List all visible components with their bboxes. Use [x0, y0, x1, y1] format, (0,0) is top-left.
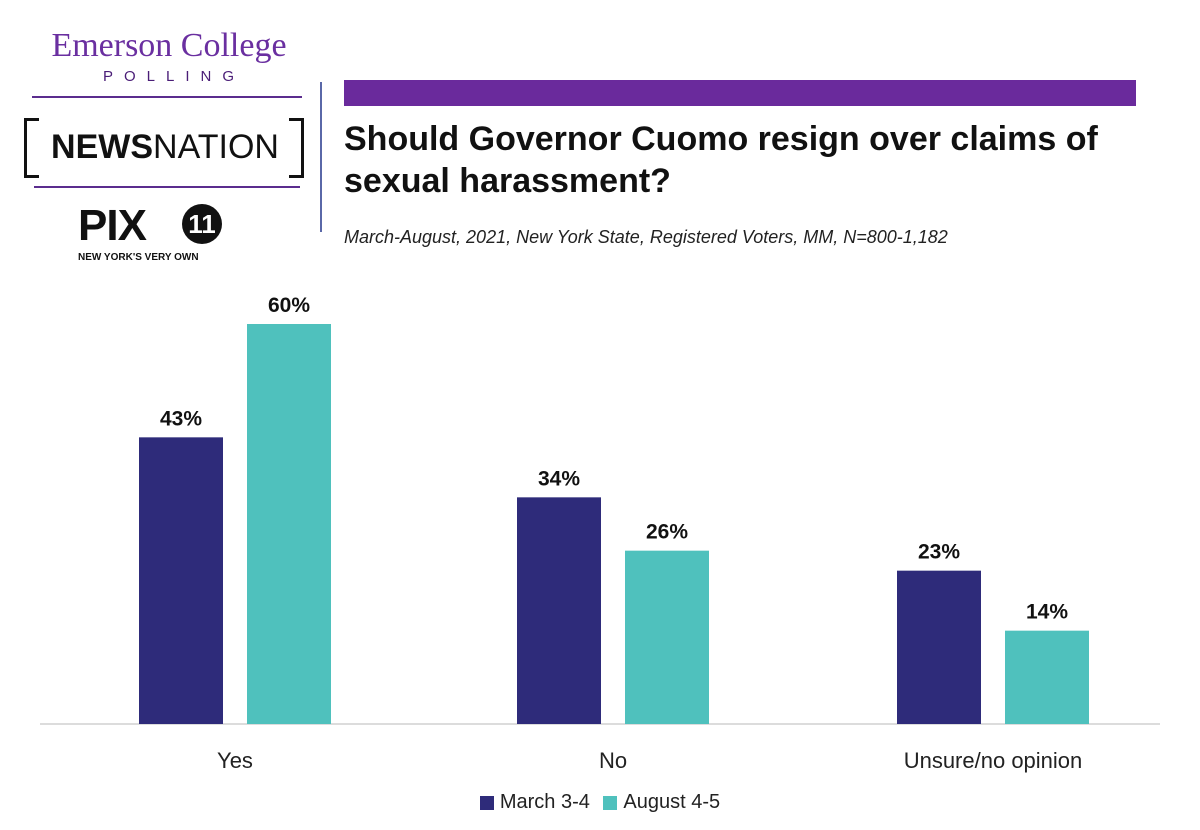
emerson-polling-text: POLLING — [102, 68, 246, 85]
category-label: Yes — [217, 748, 253, 773]
emerson-college-polling-logo: Emerson College POLLING — [38, 27, 300, 86]
bar-value-label: 26% — [646, 521, 688, 544]
chart-title: Should Governor Cuomo resign over claims… — [344, 120, 1098, 200]
newsnation-nation-text: NATION — [153, 128, 279, 166]
bar-value-label: 14% — [1026, 601, 1068, 624]
newsnation-bracket-right — [289, 118, 304, 178]
category-label: No — [599, 748, 627, 773]
bar-2-yes — [247, 324, 331, 724]
newsnation-wordmark: NEWSNATION — [34, 128, 296, 166]
pix-wordmark: PIX — [78, 201, 147, 250]
pix11-logo: PIX 11 NEW YORK'S VERY OWN — [78, 202, 258, 266]
chart-subtitle: March-August, 2021, New York State, Regi… — [344, 227, 948, 247]
bar-1-unsure-no-opinion — [897, 570, 981, 724]
chart-legend: March 3-4 August 4-5 — [0, 791, 1200, 816]
bar-value-label: 34% — [538, 467, 580, 490]
legend-item-series-1: March 3-4 — [479, 791, 590, 814]
bar-1-yes — [139, 437, 223, 724]
legend-label-series-1: March 3-4 — [499, 791, 590, 813]
legend-swatch-series-1 — [479, 795, 494, 810]
legend-item-series-2: August 4-5 — [603, 791, 720, 814]
legend-label-series-2: August 4-5 — [623, 791, 721, 813]
emerson-college-name: Emerson College — [51, 27, 287, 64]
bar-1-no — [517, 497, 601, 724]
legend-swatch-series-2 — [603, 795, 618, 810]
pix-tagline: NEW YORK'S VERY OWN — [78, 252, 199, 263]
bar-2-no — [625, 550, 709, 724]
header-vertical-divider — [320, 82, 322, 232]
bar-value-label: 60% — [268, 294, 310, 317]
newsnation-bracket-left — [24, 118, 39, 178]
newsnation-logo: NEWSNATION — [24, 110, 304, 190]
newsnation-news-text: NEWS — [51, 128, 154, 166]
bar-value-label: 43% — [160, 407, 202, 430]
header-accent-bar — [344, 80, 1136, 106]
pix-eleven-badge: 11 — [182, 204, 222, 244]
bar-2-unsure-no-opinion — [1005, 630, 1089, 724]
category-label: Unsure/no opinion — [904, 748, 1083, 773]
bar-value-label: 23% — [918, 541, 960, 564]
emerson-divider — [32, 96, 302, 98]
newsnation-divider — [34, 186, 300, 188]
